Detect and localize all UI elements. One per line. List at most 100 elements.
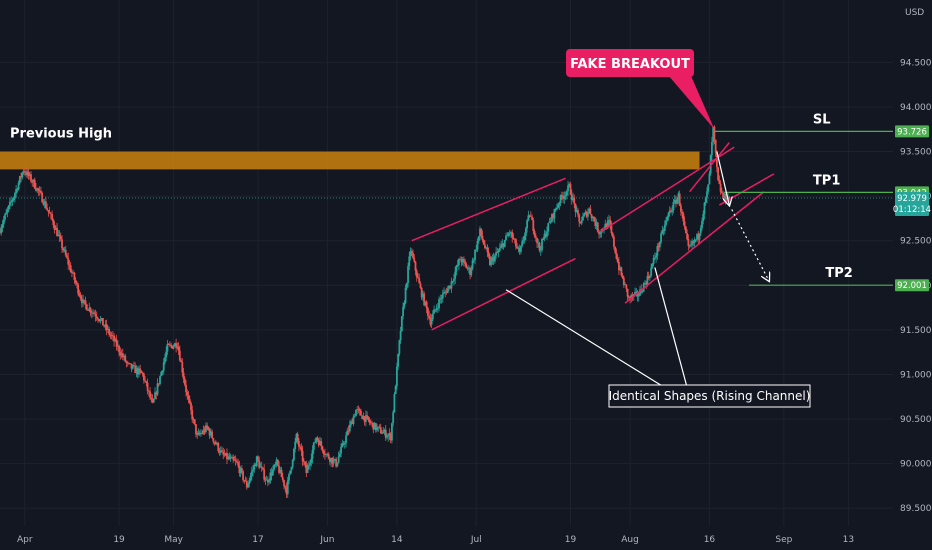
candle-body (522, 240, 525, 242)
candle-body (591, 217, 594, 219)
candle-body (47, 209, 50, 212)
candle-body (309, 462, 311, 466)
candle-body (459, 259, 462, 260)
candle-body (536, 237, 538, 243)
candle-body (429, 317, 432, 325)
candle-body (357, 409, 360, 410)
candle-body (502, 243, 505, 247)
candle-body (149, 391, 151, 398)
candle-body (198, 432, 201, 435)
current-price-tag: 92.979 (897, 194, 927, 204)
candle-body (456, 265, 459, 266)
candle-body (376, 427, 378, 431)
candle-body (250, 471, 253, 476)
level-label-tp2: TP2 (825, 266, 852, 281)
candle-body (326, 454, 329, 455)
candle-body (610, 225, 613, 233)
candle-body (627, 296, 630, 298)
candle-body (119, 352, 122, 356)
candle-body (517, 248, 520, 249)
candle-body (553, 209, 556, 219)
time-tick-label: 14 (391, 535, 403, 545)
candle-body (331, 457, 334, 464)
candle-body (565, 191, 568, 196)
candle-body (202, 429, 205, 434)
candle-body (410, 250, 413, 253)
candle-body (307, 465, 310, 467)
time-tick-label: Sep (775, 535, 792, 545)
time-axis[interactable]: Apr 19 May 17 Jun 14 Jul 19 Aug 16 Sep 13 (0, 526, 932, 550)
candle-body (501, 243, 504, 246)
candle-body (649, 275, 651, 278)
candle-body (497, 250, 500, 253)
candle-body (28, 174, 31, 176)
candle-body (155, 392, 158, 395)
candle-body (322, 450, 325, 454)
candle-body (506, 235, 509, 237)
candle-body (613, 236, 615, 247)
candle-body (617, 262, 620, 271)
candle-body (391, 423, 393, 441)
candle-body (524, 228, 527, 236)
candle-body (77, 284, 80, 294)
candle-body (214, 442, 217, 445)
candle-body (40, 190, 42, 193)
candle-body (397, 353, 400, 367)
candle-body (665, 220, 667, 225)
candle-body (185, 384, 187, 393)
candle-body (18, 176, 21, 183)
time-tick-label: 17 (252, 535, 263, 545)
candle-body (228, 456, 231, 459)
candle-body (615, 252, 618, 259)
candle-body (572, 197, 574, 201)
previous-high-label: Previous High (10, 127, 112, 142)
candle-body (130, 363, 133, 369)
candle-body (139, 368, 142, 371)
candle-body (673, 200, 676, 202)
candle-body (244, 480, 247, 482)
candle-body (140, 370, 143, 373)
candle-body (340, 446, 342, 454)
candle-body (23, 171, 26, 173)
candle-body (206, 425, 209, 428)
candle-body (611, 232, 614, 237)
candle-body (95, 316, 98, 319)
candle-body (61, 239, 63, 249)
candle-body (481, 235, 484, 241)
candle-body (395, 366, 398, 386)
candle-body (111, 335, 114, 337)
candle-body (311, 449, 314, 459)
candle-body (586, 212, 589, 217)
candle-body (126, 362, 129, 364)
candle-body (262, 467, 264, 470)
candle-body (324, 453, 326, 455)
candle-body (709, 155, 712, 174)
candle-body (151, 398, 154, 403)
candle-body (451, 280, 454, 282)
candle-body (595, 222, 598, 227)
candle-body (267, 479, 269, 483)
candle-body (428, 315, 431, 318)
candle-body (195, 424, 197, 435)
candle-body (222, 451, 225, 455)
identical-shapes-box (608, 384, 811, 408)
candle-body (48, 211, 51, 214)
candle-body (295, 433, 298, 442)
candle-body (419, 283, 422, 288)
candle-body (384, 429, 387, 438)
candle-body (498, 248, 501, 251)
candle-body (474, 249, 476, 260)
candle-body (173, 343, 176, 347)
time-tick-label: 16 (704, 535, 716, 545)
candle-body (219, 450, 222, 453)
price-axis[interactable]: 94.50094.00093.50093.00092.50092.00091.5… (893, 0, 932, 550)
candle-body (564, 195, 567, 197)
candle-body (546, 231, 548, 237)
candle-body (213, 441, 216, 443)
candle-body (22, 171, 25, 173)
candle-body (635, 291, 638, 293)
candle-body (712, 126, 715, 143)
candle-body (78, 293, 81, 296)
candle-body (259, 466, 262, 468)
